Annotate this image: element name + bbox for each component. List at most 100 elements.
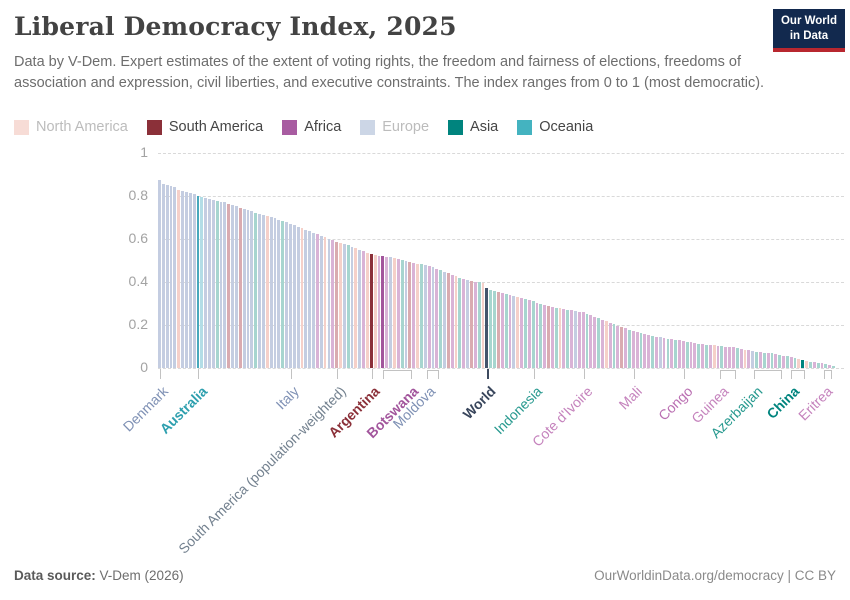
bar[interactable] xyxy=(608,322,612,368)
bar[interactable] xyxy=(258,213,261,368)
bar[interactable] xyxy=(762,352,766,368)
bar[interactable] xyxy=(620,327,624,368)
bar[interactable] xyxy=(516,296,520,368)
bar[interactable] xyxy=(369,254,373,368)
bar[interactable] xyxy=(419,264,423,368)
bar[interactable] xyxy=(678,340,681,368)
bar[interactable] xyxy=(577,311,581,368)
bar[interactable] xyxy=(319,235,323,368)
bar[interactable] xyxy=(789,357,793,368)
footer-license-link[interactable]: OurWorldinData.org/democracy | CC BY xyxy=(594,568,836,583)
bar[interactable] xyxy=(832,365,835,368)
bar[interactable] xyxy=(396,259,400,368)
bar[interactable] xyxy=(462,278,466,368)
bar[interactable] xyxy=(262,214,265,368)
bar[interactable] xyxy=(500,292,504,368)
bar[interactable] xyxy=(601,319,604,368)
bar[interactable] xyxy=(539,303,543,368)
bar[interactable] xyxy=(458,277,462,368)
bar[interactable] xyxy=(735,347,739,368)
bar[interactable] xyxy=(758,352,762,368)
bar[interactable] xyxy=(766,352,770,368)
bar[interactable] xyxy=(315,234,319,368)
bar[interactable] xyxy=(408,261,412,368)
legend-item-africa[interactable]: Africa xyxy=(282,119,341,135)
bar[interactable] xyxy=(631,331,635,368)
bar[interactable] xyxy=(350,246,354,368)
bar[interactable] xyxy=(824,364,828,368)
bar[interactable] xyxy=(377,255,381,368)
bar[interactable] xyxy=(423,265,427,368)
bar[interactable] xyxy=(238,207,242,368)
legend-item-europe[interactable]: Europe xyxy=(360,119,429,135)
bar[interactable] xyxy=(454,276,458,368)
bar[interactable] xyxy=(635,332,639,368)
bar[interactable] xyxy=(558,308,562,368)
bar[interactable] xyxy=(523,298,527,368)
bar[interactable] xyxy=(674,339,678,368)
bar[interactable] xyxy=(300,228,304,368)
bar[interactable] xyxy=(246,209,250,368)
bar[interactable] xyxy=(250,211,254,368)
bar[interactable] xyxy=(161,184,165,368)
bar[interactable] xyxy=(801,359,805,368)
bar[interactable] xyxy=(685,341,689,368)
bar[interactable] xyxy=(743,349,747,368)
bar[interactable] xyxy=(450,274,454,368)
bar[interactable] xyxy=(219,201,223,368)
bar[interactable] xyxy=(728,346,731,368)
bar[interactable] xyxy=(731,346,735,368)
bar[interactable] xyxy=(208,199,211,368)
bar[interactable] xyxy=(366,252,369,368)
bar[interactable] xyxy=(716,345,720,368)
bar[interactable] xyxy=(304,229,308,368)
bar[interactable] xyxy=(574,311,577,368)
x-axis-entity-label[interactable]: Mali xyxy=(615,383,646,413)
bar[interactable] xyxy=(446,273,450,368)
bar[interactable] xyxy=(392,258,396,368)
bar[interactable] xyxy=(215,200,219,368)
bar[interactable] xyxy=(327,238,331,368)
bar[interactable] xyxy=(416,263,419,368)
bar[interactable] xyxy=(389,257,392,368)
bar[interactable] xyxy=(227,203,231,368)
bar[interactable] xyxy=(493,291,496,368)
bar[interactable] xyxy=(292,225,296,368)
bar[interactable] xyxy=(666,338,670,368)
bar[interactable] xyxy=(404,260,408,368)
x-axis-entity-label[interactable]: South America (population-weighted) xyxy=(174,383,349,557)
bar[interactable] xyxy=(570,310,574,368)
bar[interactable] xyxy=(547,305,550,368)
bar[interactable] xyxy=(400,260,404,368)
bar[interactable] xyxy=(535,302,539,368)
bar[interactable] xyxy=(439,270,443,368)
bar[interactable] xyxy=(470,281,473,368)
bar[interactable] xyxy=(693,343,697,368)
bar[interactable] xyxy=(466,280,470,368)
bar[interactable] xyxy=(412,262,416,368)
bar[interactable] xyxy=(705,344,708,368)
bar[interactable] xyxy=(254,212,258,368)
bar[interactable] xyxy=(269,217,273,368)
bar[interactable] xyxy=(346,245,350,368)
bar[interactable] xyxy=(612,324,616,368)
bar[interactable] xyxy=(477,282,481,368)
bar[interactable] xyxy=(427,266,431,368)
bar[interactable] xyxy=(335,241,339,368)
bar[interactable] xyxy=(385,256,389,368)
bar[interactable] xyxy=(158,179,161,368)
bar[interactable] xyxy=(593,316,597,368)
bar[interactable] xyxy=(184,191,188,368)
bar[interactable] xyxy=(200,197,204,368)
bar[interactable] xyxy=(566,309,570,368)
bar[interactable] xyxy=(805,360,809,368)
bar[interactable] xyxy=(196,196,200,368)
bar[interactable] xyxy=(281,220,285,368)
bar[interactable] xyxy=(204,198,208,368)
bar[interactable] xyxy=(169,186,173,368)
bar[interactable] xyxy=(689,342,693,368)
bar[interactable] xyxy=(165,185,169,368)
bar[interactable] xyxy=(342,244,346,368)
bar[interactable] xyxy=(770,353,774,368)
bar[interactable] xyxy=(812,362,816,368)
